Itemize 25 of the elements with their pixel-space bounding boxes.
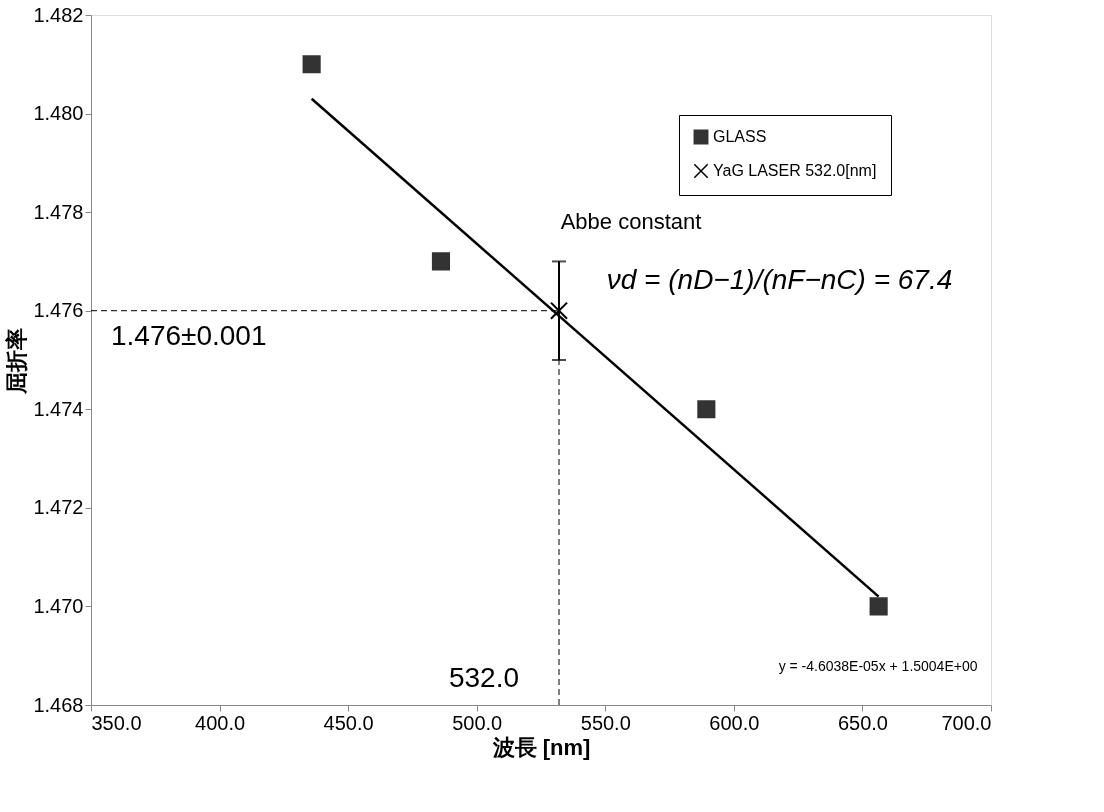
y-tick-label: 1.472 [33,496,84,519]
x-tick-label: 550.0 [580,711,631,734]
x-tick-label: 400.0 [195,711,246,734]
annotation: y = -4.6038E-05x + 1.5004E+00 [778,658,978,675]
x-tick-label: 350.0 [91,711,142,734]
y-tick-label: 1.476 [33,299,84,322]
y-tick-label: 1.470 [33,594,84,617]
x-tick-label: 600.0 [709,711,760,734]
y-axis-title: 屈折率 [4,327,30,395]
x-tick-label: 700.0 [941,711,992,734]
x-tick-label: 500.0 [452,711,503,734]
y-tick-label: 1.478 [33,200,84,223]
ref-line-label: 1.476±0.001 [111,319,267,351]
legend-label: YaG LASER 532.0[nm] [713,162,877,179]
x-tick-label: 450.0 [323,711,374,734]
x-axis-title: 波長 [nm] [491,734,591,760]
legend-label: GLASS [713,128,767,145]
y-tick-label: 1.482 [33,3,84,26]
annotation: νd = (nD−1)/(nF−nC) = 67.4 [606,263,953,295]
y-tick-label: 1.468 [33,693,84,716]
x-tick-label: 650.0 [837,711,888,734]
y-tick-label: 1.474 [33,397,84,420]
annotation: Abbe constant [560,209,702,234]
ref-line-label: 532.0 [448,662,519,693]
y-tick-label: 1.480 [33,102,84,125]
